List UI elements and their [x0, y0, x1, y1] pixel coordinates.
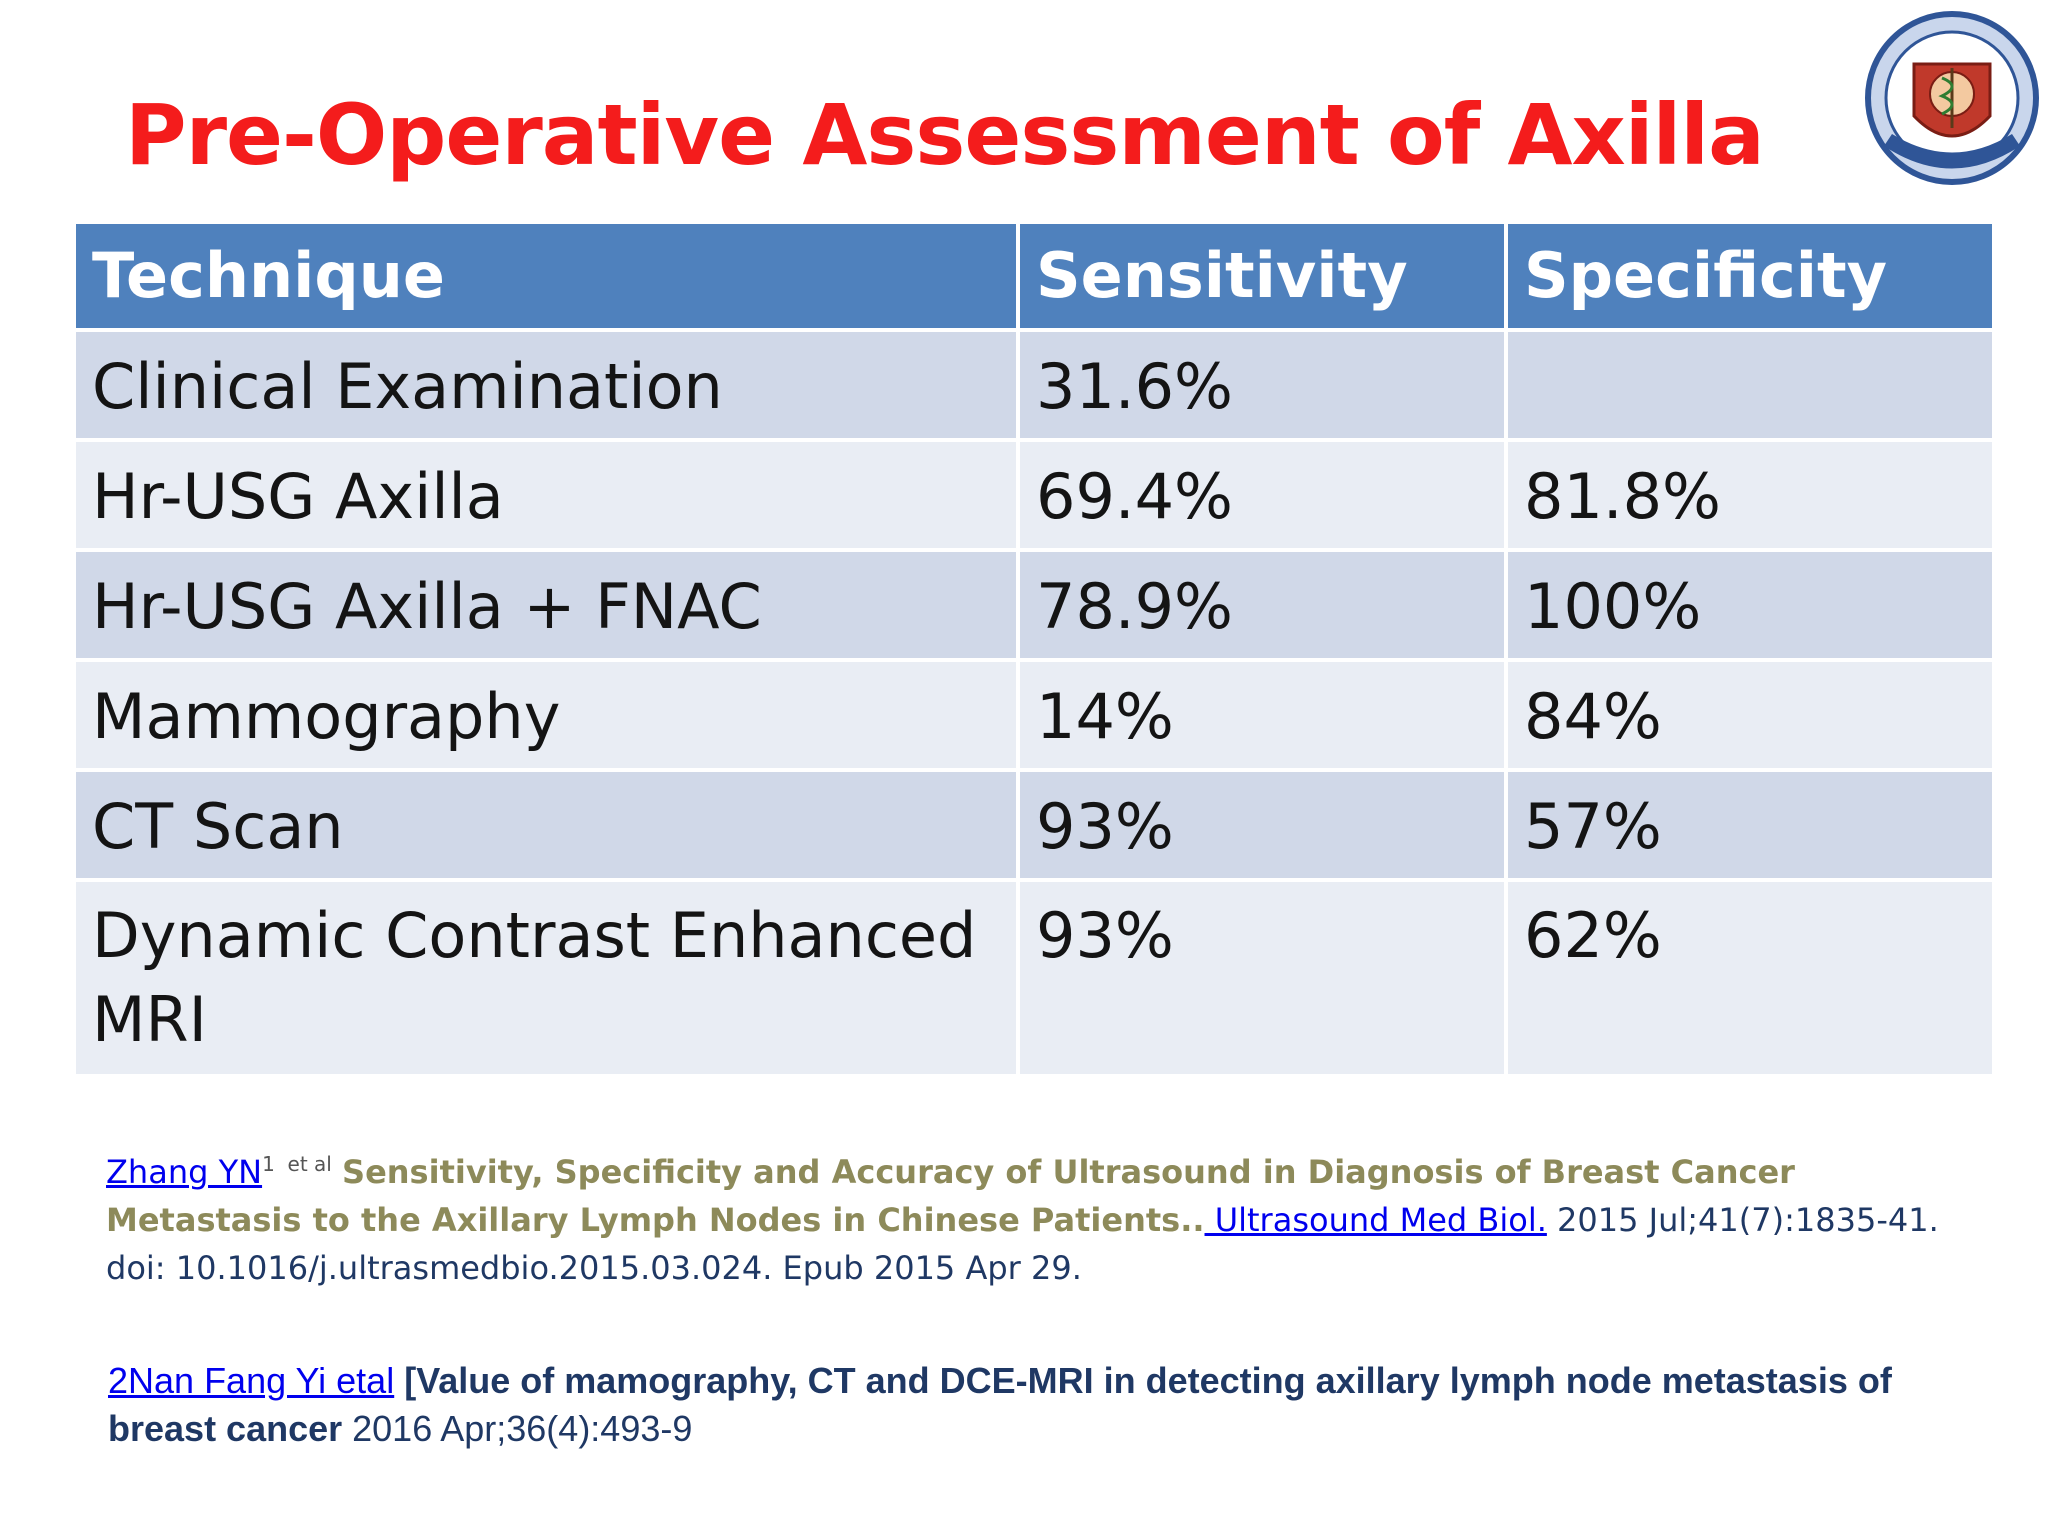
- specificity-cell: 81.8%: [1504, 438, 1996, 552]
- reference-citation: 2016 Apr;36(4):493-9: [342, 1408, 693, 1449]
- header-sensitivity: Sensitivity: [1016, 220, 1508, 332]
- technique-cell: Dynamic Contrast Enhanced MRI: [72, 878, 1020, 1078]
- table-row: Hr-USG Axilla 69.4% 81.8%: [72, 438, 1996, 552]
- reference-title: Sensitivity, Specificity and Accuracy of…: [106, 1153, 1795, 1239]
- table-row: Hr-USG Axilla + FNAC 78.9% 100%: [72, 548, 1996, 662]
- reference-title: [Value of mamography, CT and DCE-MRI in …: [108, 1360, 1892, 1449]
- technique-cell: Hr-USG Axilla: [72, 438, 1020, 552]
- table-row: Mammography 14% 84%: [72, 658, 1996, 772]
- reference-superscript: 1: [262, 1152, 275, 1176]
- sensitivity-cell: 14%: [1016, 658, 1508, 772]
- author-link-nan-fang-yi[interactable]: 2Nan Fang Yi etal: [108, 1360, 395, 1401]
- specificity-cell: 100%: [1504, 548, 1996, 662]
- table-header-row: Technique Sensitivity Specificity: [72, 220, 1996, 332]
- technique-cell: Clinical Examination: [72, 328, 1020, 442]
- slide-title: Pre-Operative Assessment of Axilla: [125, 86, 1765, 184]
- assessment-table: Technique Sensitivity Specificity Clinic…: [72, 220, 1996, 1078]
- technique-cell: Mammography: [72, 658, 1020, 772]
- author-link-zhang[interactable]: Zhang YN: [106, 1153, 263, 1191]
- specificity-cell: 62%: [1504, 878, 1996, 1078]
- technique-cell: Hr-USG Axilla + FNAC: [72, 548, 1020, 662]
- sensitivity-cell: 93%: [1016, 768, 1508, 882]
- header-technique: Technique: [72, 220, 1020, 332]
- journal-link[interactable]: Ultrasound Med Biol.: [1204, 1201, 1547, 1239]
- reference-2: 2Nan Fang Yi etal [Value of mamography, …: [108, 1357, 1988, 1453]
- reference-1: Zhang YN1 et al Sensitivity, Specificity…: [106, 1148, 1986, 1292]
- technique-cell: CT Scan: [72, 768, 1020, 882]
- table-row: CT Scan 93% 57%: [72, 768, 1996, 882]
- reference-citation: 2015 Jul;41(7):1835-41. doi: 10.1016/j.u…: [106, 1201, 1939, 1287]
- header-specificity: Specificity: [1504, 220, 1996, 332]
- reference-etal: et al: [287, 1152, 332, 1176]
- table-row: Dynamic Contrast Enhanced MRI 93% 62%: [72, 878, 1996, 1078]
- specificity-cell: 57%: [1504, 768, 1996, 882]
- sensitivity-cell: 93%: [1016, 878, 1508, 1078]
- sensitivity-cell: 78.9%: [1016, 548, 1508, 662]
- sensitivity-cell: 31.6%: [1016, 328, 1508, 442]
- specificity-cell: 84%: [1504, 658, 1996, 772]
- specificity-cell: [1504, 328, 1996, 442]
- table-row: Clinical Examination 31.6%: [72, 328, 1996, 442]
- institution-emblem-icon: [1865, 11, 2039, 185]
- sensitivity-cell: 69.4%: [1016, 438, 1508, 552]
